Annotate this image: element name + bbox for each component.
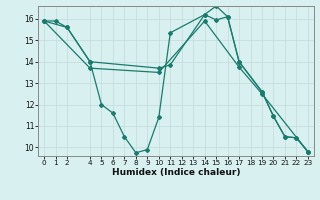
X-axis label: Humidex (Indice chaleur): Humidex (Indice chaleur) [112, 168, 240, 177]
